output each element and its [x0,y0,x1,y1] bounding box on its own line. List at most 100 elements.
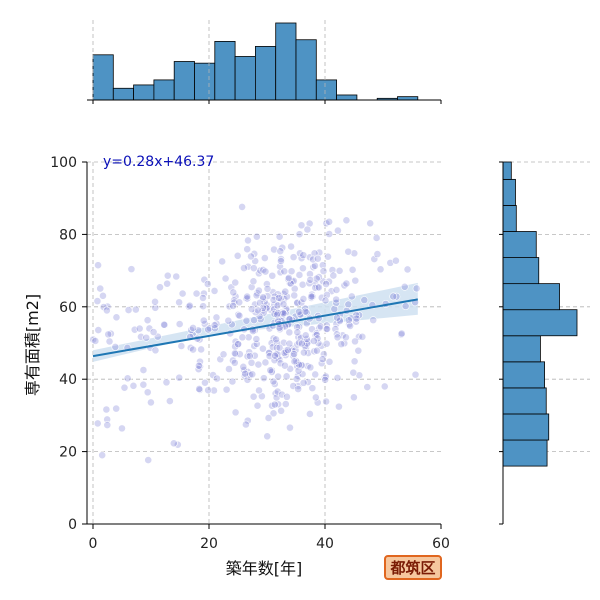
scatter-point [283,346,292,354]
scatter-point [351,337,359,346]
scatter-point [349,393,358,402]
scatter-point [225,365,233,373]
scatter-point [333,333,342,342]
scatter-point [317,359,326,368]
scatter-point [199,316,208,325]
scatter-point [350,357,359,366]
scatter-point [235,311,244,320]
scatter-point [334,226,342,235]
scatter-point [363,383,372,391]
scatter-point [287,242,295,251]
regression-line [92,298,418,358]
right-hist-bar [502,257,540,285]
scatter-point [311,261,319,270]
scatter-point [254,286,263,295]
scatter-point [392,256,400,265]
scatter-point [272,343,281,352]
scatter-point [135,324,144,333]
scatter-point [290,284,299,293]
scatter-point [285,328,294,337]
scatter-point [199,294,207,302]
scatter-point [269,377,278,386]
scatter-point [259,293,267,302]
scatter-point [175,373,184,382]
scatter-point [289,253,298,262]
scatter-point [163,271,172,280]
scatter-point [307,292,316,301]
scatter-point [332,295,341,304]
scatter-point [301,331,310,340]
scatter-point [269,409,278,418]
scatter-point [403,265,412,274]
x-tick-label: 0 [89,536,98,552]
ward-badge: 都筑区 [384,555,442,580]
scatter-point [275,343,284,352]
y-tick-label: 40 [59,372,77,388]
scatter-point [337,340,346,349]
scatter-point [347,292,356,301]
scatter-point [294,385,303,393]
scatter-point [308,384,317,393]
scatter-point [103,302,112,311]
scatter-point [351,276,360,285]
scatter-point [93,297,102,306]
scatter-point [286,423,294,432]
scatter-point [99,291,107,300]
scatter-point [295,271,304,279]
scatter-point [344,247,353,256]
scatter-point [373,250,382,259]
scatter-point [333,373,342,382]
scatter-point [112,313,121,322]
scatter-point [275,232,284,241]
scatter-point [243,352,252,361]
scatter-point [120,383,129,392]
scatter-point [197,345,206,354]
scatter-point [348,265,357,274]
right-hist-bar [502,309,578,337]
scatter-point [279,309,288,318]
scatter-point [268,343,277,351]
scatter-point [94,326,103,334]
scatter-point [392,292,401,301]
scatter-point [300,348,308,357]
scatter-point [278,390,286,399]
scatter-point [204,325,213,334]
scatter-point [380,382,389,391]
scatter-point [156,283,164,292]
top-hist-bar [194,62,216,101]
scatter-point [306,275,315,284]
scatter-point [275,323,284,332]
scatter-point [195,385,204,393]
scatter-point [290,357,299,366]
scatter-point [111,343,120,351]
scatter-point [293,328,302,337]
scatter-point [238,333,247,342]
y-tick-label: 60 [59,300,77,316]
scatter-point [235,298,244,307]
scatter-point [163,279,172,288]
scatter-point [96,284,105,293]
scatter-point [172,272,181,281]
scatter-point [358,332,367,341]
scatter-point [178,289,187,298]
scatter-point [333,313,342,322]
scatter-point [400,282,409,291]
scatter-point [342,279,351,288]
scatter-point [160,320,169,329]
right-hist-bar [502,283,560,311]
scatter-point [242,316,251,325]
right-hist-bar [502,413,550,441]
scatter-point [252,232,261,241]
scatter-point [263,432,272,441]
scatter-point [314,339,323,348]
scatter-point [270,310,279,318]
scatter-point [244,236,252,245]
scatter-point [252,291,261,300]
scatter-point [312,274,321,283]
scatter-point [309,337,318,345]
top-hist-bar [295,39,317,101]
scatter-point [203,280,212,288]
scatter-point [277,257,285,266]
scatter-point [283,392,291,401]
top-hist-bar [133,84,155,101]
